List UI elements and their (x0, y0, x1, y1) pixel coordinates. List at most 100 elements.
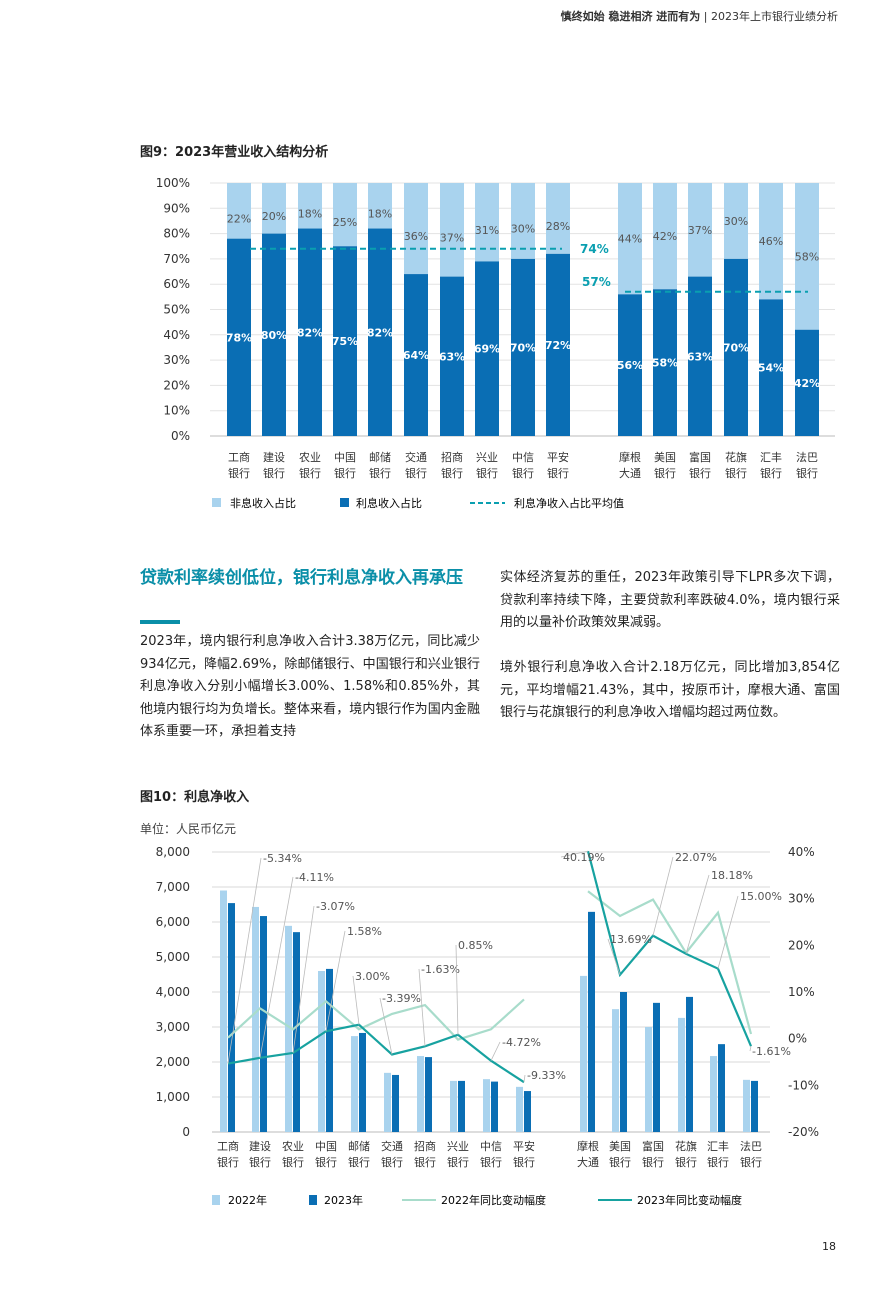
leader-line (418, 968, 426, 1047)
bar-2022 (285, 925, 292, 1132)
category-label: 摩根 (577, 1139, 599, 1153)
category-label: 兴业 (476, 451, 498, 464)
figure9-title: 图9：2023年营业收入结构分析 (140, 145, 329, 160)
bar-2023 (359, 1032, 366, 1132)
category-label: 银行 (348, 1155, 370, 1169)
category-label: 中国 (334, 451, 356, 464)
bar-non-interest (368, 183, 392, 229)
leader-line (292, 905, 315, 1054)
category-label: 银行 (725, 466, 747, 480)
data-label-non-interest: 30% (511, 223, 535, 236)
bar-non-interest (298, 183, 322, 229)
bar-interest (688, 276, 712, 436)
bar-non-interest (262, 183, 286, 234)
leader-line (325, 930, 346, 1032)
bar-2022 (580, 975, 587, 1132)
category-label: 建设 (249, 1139, 271, 1153)
bar-interest (546, 253, 570, 436)
category-label: 银行 (381, 1155, 403, 1169)
data-label-non-interest: 31% (475, 224, 499, 237)
bar-non-interest (653, 183, 677, 290)
leader-line (523, 1074, 526, 1083)
data-label-2023-yoy: 15.00% (740, 890, 782, 903)
line-2022-yoy (227, 998, 525, 1041)
y-tick-label-left: 1,000 (156, 1090, 190, 1104)
category-label: 银行 (369, 466, 391, 480)
data-label-2023-yoy: -3.39% (382, 992, 421, 1005)
category-label: 汇丰 (707, 1140, 729, 1153)
bar-interest (795, 329, 819, 436)
header-subtitle: 2023年上市银行业绩分析 (711, 10, 838, 23)
leader-line (259, 876, 294, 1058)
leader-line (227, 857, 262, 1064)
category-label: 摩根 (619, 450, 641, 464)
category-label: 银行 (263, 466, 285, 480)
bar-2022 (252, 906, 259, 1132)
y-tick-label-right: 10% (788, 985, 815, 999)
data-label-interest: 63% (439, 350, 465, 363)
bar-interest (298, 228, 322, 436)
bar-2022 (220, 890, 227, 1132)
bar-2023 (491, 1081, 498, 1132)
figure10-title: 图10：利息净收入 (140, 790, 250, 805)
data-label-2023-yoy: -9.33% (527, 1069, 566, 1082)
bar-2022 (612, 1009, 619, 1132)
category-label: 大通 (577, 1155, 599, 1169)
bar-interest (618, 294, 642, 436)
data-label-interest: 42% (794, 377, 820, 390)
legend-swatch-2022 (212, 1195, 220, 1205)
line-2023-yoy (227, 1023, 525, 1084)
paragraph-foreign: 境外银行利息净收入合计2.18万亿元，同比增加3,854亿元，平均增幅21.43… (500, 660, 840, 720)
category-label: 花旗 (675, 1139, 697, 1153)
category-label: 银行 (414, 1155, 436, 1169)
data-label-non-interest: 36% (404, 230, 428, 243)
y-tick-label-right: 40% (788, 845, 815, 859)
average-label-domestic: 74% (580, 242, 609, 256)
bar-non-interest (724, 183, 748, 259)
legend-label: 2023年 (324, 1193, 363, 1207)
y-tick-label-right: 0% (788, 1032, 807, 1046)
y-tick-label-right: 30% (788, 892, 815, 906)
category-label: 银行 (282, 1155, 304, 1169)
data-label-interest: 82% (367, 326, 393, 339)
data-label-2023-yoy: -1.61% (752, 1045, 791, 1058)
bar-2022 (384, 1072, 391, 1132)
category-label: 法巴 (740, 1139, 762, 1153)
running-header: 慎终如始 稳进相济 进而有为 | 2023年上市银行业绩分析 (561, 8, 838, 24)
bar-2022 (483, 1079, 490, 1132)
category-label: 交通 (405, 450, 427, 464)
category-label: 交通 (381, 1139, 403, 1153)
bar-2022 (450, 1080, 457, 1132)
y-tick-label: 0% (171, 429, 190, 443)
category-label: 大通 (619, 466, 641, 480)
data-label-2023-yoy: -4.11% (295, 871, 334, 884)
data-label-interest: 80% (261, 329, 287, 342)
y-tick-label: 10% (163, 404, 190, 418)
y-tick-label: 20% (163, 378, 190, 392)
bar-interest (759, 299, 783, 436)
data-label-2023-yoy: 22.07% (675, 851, 717, 864)
bar-2023 (686, 996, 693, 1132)
bar-non-interest (759, 183, 783, 300)
category-label: 银行 (299, 466, 321, 480)
legend-swatch-non-interest (212, 498, 221, 507)
category-label: 招商 (441, 450, 463, 464)
category-label: 银行 (334, 466, 356, 480)
line-2023-yoy (586, 850, 753, 1047)
y-tick-label-left: 3,000 (156, 1020, 190, 1034)
category-label: 银行 (675, 1155, 697, 1169)
category-label: 建设 (263, 450, 285, 464)
bar-2022 (743, 1079, 750, 1132)
bar-non-interest (404, 183, 428, 275)
revenue-structure-chart: 0% 10% 20% 30% 40% 50% 60% 70% 80% 90% 100% 78% 22% 工… (156, 176, 835, 510)
category-label: 兴业 (447, 1140, 469, 1153)
category-label: 银行 (405, 466, 427, 480)
data-label-non-interest: 18% (368, 207, 392, 220)
data-label-non-interest: 44% (618, 233, 642, 246)
leader-line (352, 975, 360, 1025)
y-tick-label-left: 2,000 (156, 1055, 190, 1069)
data-label-non-interest: 37% (688, 224, 712, 237)
bar-interest (262, 233, 286, 436)
bar-2023 (524, 1091, 531, 1132)
bar-non-interest (511, 183, 535, 259)
